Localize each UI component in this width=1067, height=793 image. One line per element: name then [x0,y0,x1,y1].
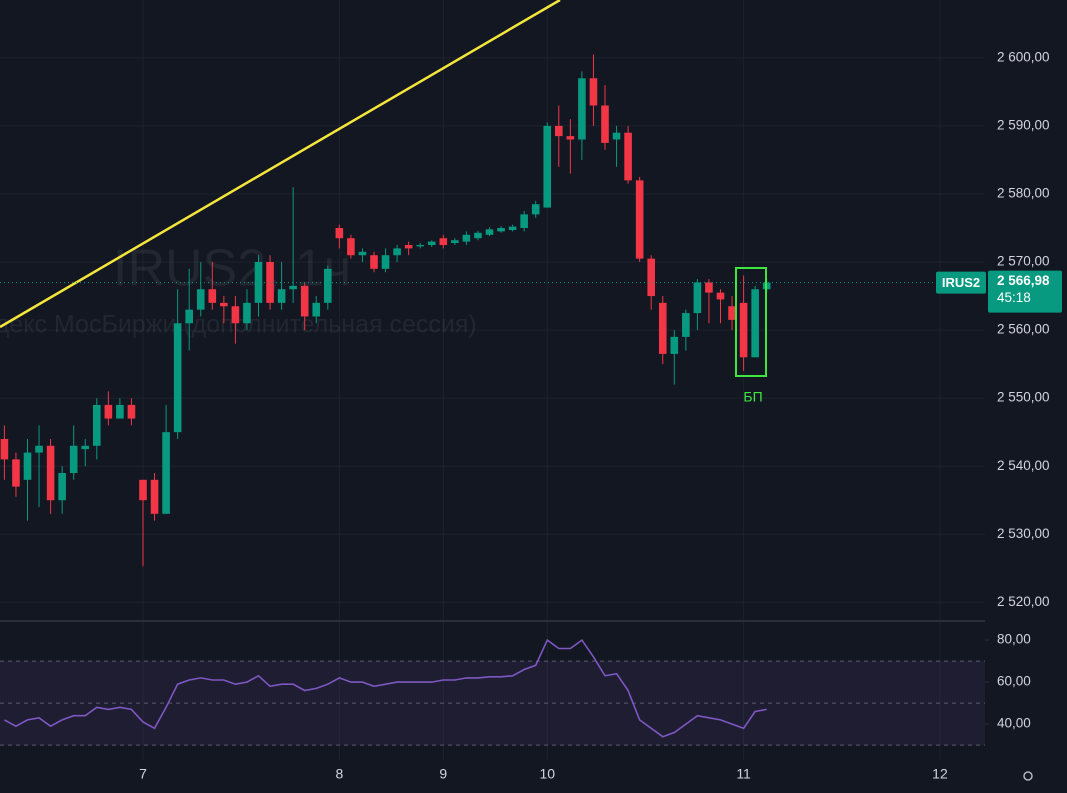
y-tick-label: 2 530,00 [997,526,1050,541]
candle-body [658,302,667,354]
candle-body [69,445,78,473]
candle-body [705,282,713,293]
y-tick-label: 2 580,00 [997,186,1050,201]
candle-body [578,78,586,140]
candle-body [150,479,159,514]
y-tick-label: 2 560,00 [997,322,1050,337]
symbol-box [936,271,986,294]
x-tick-label: 9 [439,766,447,782]
rsi-line [4,638,767,738]
candle-body [693,282,702,314]
candle-body [427,241,436,246]
candle-body [185,309,193,324]
candle-body [93,404,101,446]
candle-body [46,445,55,501]
candle-body [335,227,344,239]
rsi-tick-label: 40,00 [997,716,1031,731]
x-tick-label: 11 [736,766,751,782]
candle-body [543,125,552,208]
candle-body [58,472,66,501]
y-tick-label: 2 540,00 [997,458,1050,473]
last-price-label: 2 566,98 [997,273,1050,288]
candle-body [404,245,413,249]
y-tick-label: 2 520,00 [997,594,1050,609]
last-price-box [988,270,1062,313]
x-tick-label: 8 [335,766,343,782]
candle-body [393,248,401,256]
candle-body [254,262,263,303]
candle-body [670,336,679,354]
candle-body [139,479,147,501]
candle-body [312,302,321,317]
candle-body [0,438,9,460]
candle-body [624,132,632,181]
x-tick-label: 12 [932,766,948,782]
candle-body [300,285,309,317]
candle-body [220,302,228,307]
x-tick-label: 10 [539,766,555,782]
candle-body [566,136,575,140]
candle-body [485,229,494,235]
y-tick-label: 2 570,00 [997,254,1050,269]
candle-body [370,255,378,269]
candle-body [381,255,390,269]
rsi-tick-label: 60,00 [997,674,1031,689]
candle-body [531,204,540,215]
trend-line [0,0,561,329]
candle-body [196,289,205,310]
candle-body [416,245,424,247]
countdown: 45:18 [997,290,1031,305]
candle-body [682,313,690,337]
candle-body [289,285,297,290]
candle-body [12,459,20,487]
candle-body [35,445,43,453]
watermark-title: IRUS2, 1ч [113,240,351,298]
candle-body [208,289,217,303]
candle-body [751,289,759,358]
candle-body [116,404,124,419]
candle-body [358,251,367,256]
settings-icon[interactable] [1023,771,1033,781]
candle-body [324,268,332,303]
candle-body [127,404,136,419]
candle-body [739,302,748,358]
candle-body [173,323,182,433]
candle-body [635,180,644,259]
annotation-label: БП [743,389,762,405]
candle-body [23,452,32,480]
candle-body [589,78,598,106]
y-tick-label: 2 550,00 [997,390,1050,405]
rsi-tick-label: 80,00 [997,632,1031,647]
y-tick-label: 2 600,00 [997,49,1050,64]
rsi-band [0,661,985,746]
candle-body [451,240,459,243]
candle-body [81,445,90,450]
candle-body [266,262,274,303]
candle-body [497,227,505,232]
candle-body [104,404,113,419]
x-tick-label: 7 [139,766,147,782]
candle-body [612,132,621,140]
candle-body [601,105,609,143]
candle-body [277,289,286,303]
candle-body [647,258,655,297]
candle-body [520,214,528,228]
y-tick-label: 2 590,00 [997,117,1050,132]
symbol-label: IRUS2 [942,275,980,290]
candle-body [474,232,482,239]
candle-body [231,306,240,324]
marks [0,54,985,738]
annotation-box [735,267,767,377]
candle-body [462,234,471,242]
grid [0,0,989,760]
candle-body [508,226,517,231]
candle-body [347,238,355,256]
candle-body [716,292,725,300]
candle-body [243,302,251,324]
candle-body [555,125,563,137]
candle-body [728,306,736,320]
candle-body [439,238,448,246]
candle-body [162,432,170,514]
